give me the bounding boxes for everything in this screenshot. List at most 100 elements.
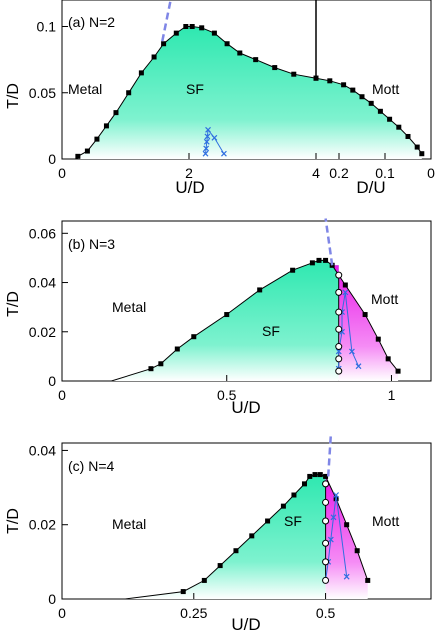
mott-boundary-point xyxy=(395,368,401,374)
open-circle-point xyxy=(335,355,343,363)
sf-boundary-point xyxy=(183,24,189,29)
cross-point xyxy=(211,134,218,141)
sf-boundary-point xyxy=(327,78,333,84)
sf-boundary-point xyxy=(84,148,90,154)
panel-a-sf-label: SF xyxy=(186,81,204,97)
sf-boundary-point xyxy=(224,312,230,318)
cross-point xyxy=(202,150,209,157)
cross-point xyxy=(221,150,227,157)
sf-boundary-point xyxy=(272,65,278,71)
open-circle-point xyxy=(322,498,330,506)
open-circle-point xyxy=(335,343,343,351)
sf-boundary-point xyxy=(405,133,411,139)
panel-c-mott-label: Mott xyxy=(372,513,399,529)
panel-b-ytick-label: 0.04 xyxy=(29,275,56,291)
panel-b-ytick-label: 0 xyxy=(48,373,56,389)
sf-boundary-point xyxy=(138,70,144,76)
panel-b-mott-label: Mott xyxy=(371,291,398,307)
sf-boundary-point xyxy=(217,563,223,569)
cross-point xyxy=(205,126,211,133)
sf-boundary-point xyxy=(317,472,323,478)
panel-a-ytick-label: 0.05 xyxy=(29,85,56,101)
sf-boundary-point xyxy=(191,334,197,340)
sf-boundary-point xyxy=(377,108,383,114)
panel-a-xtick-label: 0.2 xyxy=(329,165,349,181)
mott-boundary-point xyxy=(342,282,348,288)
sf-boundary-point xyxy=(280,503,286,509)
sf-boundary-point xyxy=(341,82,347,88)
cross-series-line xyxy=(325,494,348,581)
panel-c-ytick-label: 0 xyxy=(48,591,56,607)
sf-boundary-point xyxy=(189,24,195,29)
sf-boundary-point xyxy=(224,41,230,47)
cross-point xyxy=(333,492,340,498)
sf-boundary-point xyxy=(257,287,263,293)
panel-c-ytick-label: 0.04 xyxy=(29,442,56,458)
dashed-boundary-line xyxy=(326,435,333,477)
cross-point xyxy=(203,145,210,152)
open-circle-point xyxy=(322,517,330,525)
cross-point xyxy=(355,363,362,370)
panel-a-xtick-label: 0 xyxy=(427,165,435,181)
panel-a-mott-label: Mott xyxy=(372,81,399,97)
sf-boundary-point xyxy=(113,110,119,116)
sf-boundary-point xyxy=(75,153,81,159)
sf-boundary-point xyxy=(350,87,356,93)
panel-a-ytick-label: 0 xyxy=(48,151,56,167)
sf-boundary-point xyxy=(329,262,335,268)
sf-boundary-point xyxy=(158,361,164,367)
panel-a-ylabel: T/D xyxy=(5,83,22,109)
sf-boundary-point xyxy=(173,30,179,36)
cross-point xyxy=(342,289,349,296)
cross-point xyxy=(203,138,210,145)
sf-boundary-point xyxy=(291,71,297,77)
open-circle-point xyxy=(335,367,343,375)
panel-b-xtick-label: 0 xyxy=(58,387,66,403)
sf-boundary-point xyxy=(103,123,109,129)
sf-boundary-point xyxy=(94,136,100,142)
open-circle-point xyxy=(322,558,330,566)
cross-point xyxy=(335,348,342,355)
panel-c-ytick-label: 0.02 xyxy=(29,517,56,533)
panel-c-xlabel: U/D xyxy=(231,615,260,634)
open-circle-point xyxy=(322,576,330,584)
sf-boundary-point xyxy=(151,54,157,60)
panel-c-metal-label: Metal xyxy=(112,516,146,532)
sf-boundary-point xyxy=(161,41,167,47)
sf-boundary-point xyxy=(359,94,365,100)
sf-boundary-point xyxy=(312,472,318,478)
panel-a: 0 0.05 0.1 0 2 4 0.2 0.1 0 (a) N=2 Metal SF Mott… xyxy=(5,0,435,197)
sf-region xyxy=(125,474,326,599)
sf-boundary-point xyxy=(233,548,239,554)
panel-c-sf-label: SF xyxy=(284,513,302,529)
sf-boundary-point xyxy=(201,577,207,583)
open-circle-point xyxy=(335,288,343,296)
open-circle-point xyxy=(335,308,343,316)
panel-c-xtick-label: 0.5 xyxy=(316,605,336,621)
panel-c: 00.020.040 0.25 0.5 (c) N=4 Metal SF Mott … xyxy=(5,435,432,634)
mott-boundary-point xyxy=(354,548,360,554)
mott-boundary-point xyxy=(385,356,391,362)
panel-b-xtick-label: 0.5 xyxy=(217,387,237,403)
panel-b-ytick-label: 0.02 xyxy=(29,324,56,340)
panel-b-xtick-label: 1 xyxy=(388,387,396,403)
sf-boundary-point xyxy=(148,366,154,372)
panel-c-xtick-label: 0 xyxy=(58,605,66,621)
sf-boundary-point xyxy=(199,25,205,31)
sf-region xyxy=(77,26,422,159)
sf-region xyxy=(111,260,339,381)
dashed-boundary-line xyxy=(324,218,334,266)
panel-b-sf-label: SF xyxy=(262,323,280,339)
cross-point xyxy=(343,573,350,580)
sf-boundary-point xyxy=(180,589,186,595)
panel-a-metal-label: Metal xyxy=(68,81,102,97)
sf-boundary-point xyxy=(291,492,297,498)
sf-boundary-point xyxy=(419,151,425,157)
mott-region xyxy=(332,265,399,381)
open-circle-point xyxy=(335,325,343,333)
sf-boundary-point xyxy=(253,57,259,63)
cross-point xyxy=(349,348,355,355)
sf-boundary-point xyxy=(313,75,319,81)
panel-b-label: (b) N=3 xyxy=(68,236,115,252)
